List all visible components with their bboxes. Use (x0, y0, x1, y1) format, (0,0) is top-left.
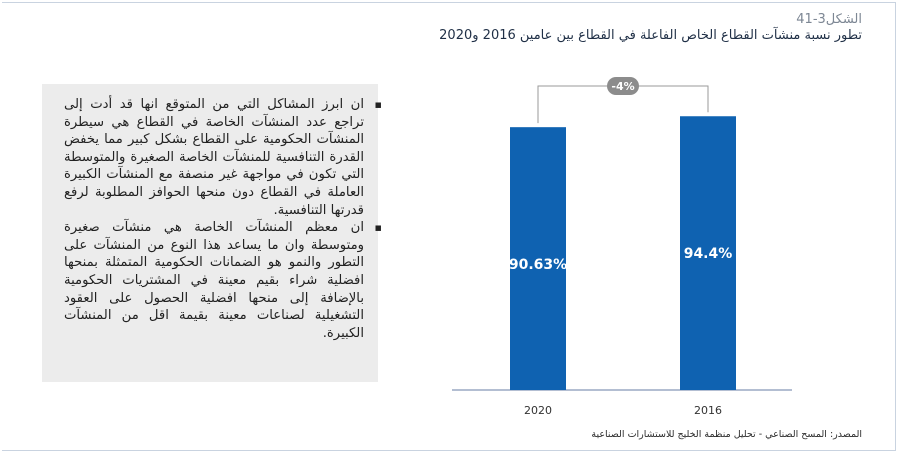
change-badge (607, 77, 639, 95)
change-label: -4% (611, 80, 634, 93)
source-note: المصدر: المسح الصناعي - تحليل منظمة الخل… (591, 429, 862, 440)
commentary-list: ▪ ان ابرز المشاكل التي من المتوقع انها ق… (64, 96, 382, 342)
bar-2020 (510, 127, 566, 390)
x-tick-label-2016: 2016 (694, 404, 722, 417)
commentary-text: ان معظم المنشآت الخاصة هي منشآت صغيرة وم… (64, 220, 364, 341)
bullet-icon: ▪ (374, 221, 382, 235)
x-tick-label-2020: 2020 (524, 404, 552, 417)
figure-title: تطور نسبة منشآت القطاع الخاص الفاعلة في … (439, 28, 862, 43)
commentary-item: ▪ ان ابرز المشاكل التي من المتوقع انها ق… (64, 96, 382, 219)
commentary-item: ▪ ان معظم المنشآت الخاصة هي منشآت صغيرة … (64, 219, 382, 342)
bullet-icon: ▪ (374, 98, 382, 111)
data-label-2016: 94.4% (684, 246, 733, 262)
figure-number: الشكل3-41 (796, 12, 862, 27)
bar-2016 (680, 116, 736, 391)
commentary-box: ▪ ان ابرز المشاكل التي من المتوقع انها ق… (42, 84, 382, 382)
data-label-2020: 90.63% (509, 257, 567, 273)
commentary-text: ان ابرز المشاكل التي من المتوقع انها قد … (64, 97, 364, 218)
